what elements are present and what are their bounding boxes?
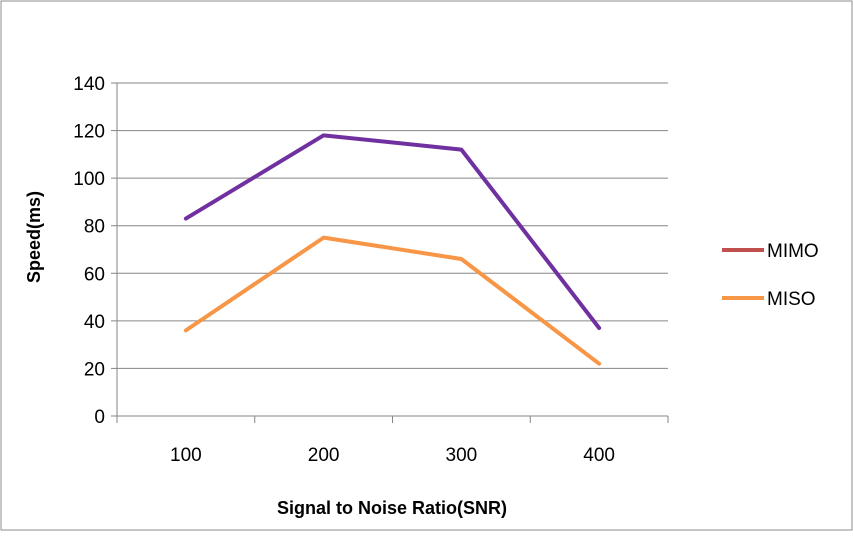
y-tick-label-100: 100 [73,169,105,190]
y-tick-label-80: 80 [84,217,105,238]
y-tick-label-120: 120 [73,122,105,143]
x-tick-label-200: 200 [308,445,340,466]
x-axis-title: Signal to Noise Ratio(SNR) [277,498,507,518]
legend-label-miso: MISO [767,289,816,310]
y-tick-label-40: 40 [84,312,105,333]
x-tick-label-400: 400 [583,445,615,466]
y-tick-label-140: 140 [73,74,105,95]
y-tick-label-60: 60 [84,264,105,285]
x-tick-label-300: 300 [446,445,478,466]
legend-label-mimo: MIMO [767,241,819,262]
y-tick-label-20: 20 [84,359,105,380]
y-tick-label-0: 0 [94,407,105,428]
x-tick-label-100: 100 [170,445,202,466]
y-axis-title: Speed(ms) [24,191,44,283]
